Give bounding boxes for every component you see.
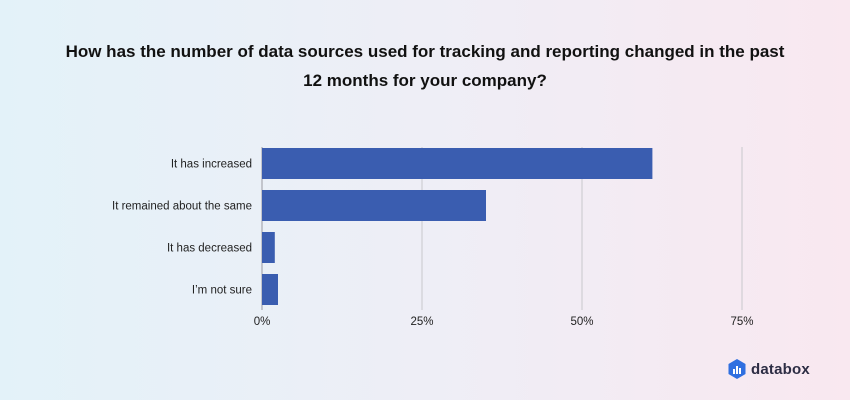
category-label: I’m not sure <box>192 285 252 297</box>
x-tick-label: 50% <box>570 316 593 328</box>
databox-logo: databox <box>728 359 810 379</box>
bar <box>262 148 653 179</box>
category-label: It remained about the same <box>112 201 252 213</box>
databox-logo-text: databox <box>751 360 810 378</box>
bar <box>262 190 486 221</box>
x-tick-label: 25% <box>410 316 433 328</box>
bar <box>262 232 275 263</box>
chart-title: How has the number of data sources used … <box>0 37 850 95</box>
x-tick-label: 0% <box>254 316 271 328</box>
chart-title-line-2: 12 months for your company? <box>303 71 547 90</box>
category-label: It has decreased <box>167 243 252 255</box>
bar <box>262 274 278 305</box>
x-tick-label: 75% <box>730 316 753 328</box>
chart-title-line-1: How has the number of data sources used … <box>65 42 785 61</box>
category-label: It has increased <box>171 159 252 171</box>
databox-logo-icon <box>728 359 746 379</box>
